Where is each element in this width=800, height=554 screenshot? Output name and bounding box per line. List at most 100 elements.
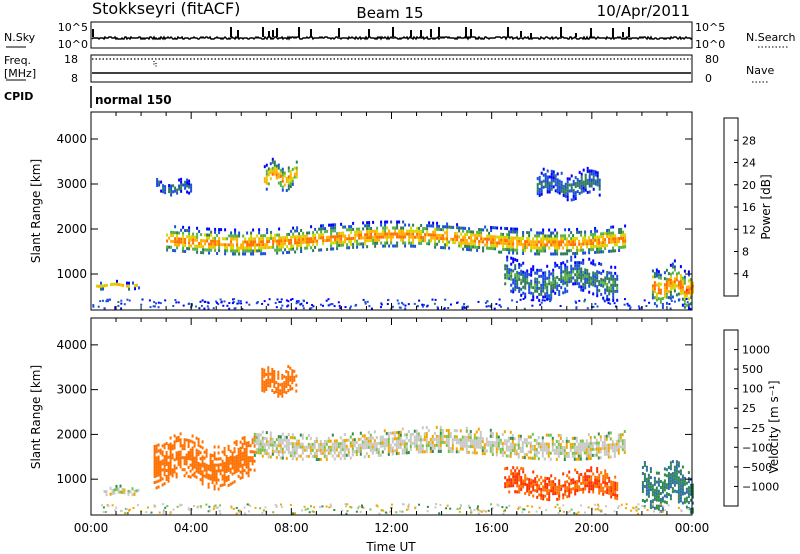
echo-cell: [541, 445, 544, 449]
echo-cell: [527, 441, 530, 445]
echo-cell: [281, 447, 284, 451]
echo-cell: [243, 451, 246, 455]
echo-cell: [283, 444, 286, 448]
echo-cell: [530, 273, 533, 277]
noise-cell: [302, 304, 305, 307]
echo-cell: [586, 169, 589, 173]
noise-cell: [200, 304, 203, 307]
echo-cell: [153, 460, 156, 463]
noise-cell: [235, 512, 238, 515]
echo-cell: [198, 242, 201, 245]
echo-cell: [246, 246, 249, 250]
echo-cell: [518, 271, 521, 275]
echo-cell: [564, 243, 567, 247]
echo-cell: [413, 444, 416, 448]
echo-cell: [297, 445, 300, 449]
noise-cell: [460, 505, 462, 508]
echo-cell: [558, 497, 561, 501]
echo-cell: [612, 286, 615, 290]
echo-cell: [269, 443, 272, 447]
echo-cell: [406, 232, 409, 236]
echo-cell: [367, 454, 370, 458]
echo-cell: [612, 246, 615, 250]
echo-cell: [578, 239, 581, 243]
echo-cell: [542, 277, 545, 281]
echo-cell: [588, 272, 591, 276]
echo-cell: [518, 274, 521, 278]
echo-cell: [229, 449, 232, 453]
echo-cell: [382, 229, 385, 233]
echo-cell: [550, 489, 553, 493]
echo-cell: [157, 464, 160, 468]
echo-cell: [233, 459, 236, 463]
echo-cell: [623, 445, 626, 448]
noise-cell: [653, 510, 655, 513]
echo-cell: [600, 250, 603, 254]
echo-cell: [554, 252, 557, 256]
echo-cell: [504, 476, 507, 480]
echo-cell: [430, 239, 433, 243]
echo-cell: [673, 268, 676, 272]
echo-cell: [179, 462, 182, 466]
echo-cell: [542, 228, 545, 232]
echo-cell: [618, 237, 621, 240]
echo-cell: [245, 456, 248, 460]
noise-cell: [597, 507, 599, 510]
echo-cell: [335, 454, 338, 458]
echo-cell: [540, 487, 543, 491]
echo-cell: [540, 249, 543, 253]
echo-cell: [616, 298, 619, 302]
echo-cell: [177, 435, 180, 439]
echo-cell: [552, 492, 555, 496]
echo-cell: [171, 474, 174, 478]
echo-cell: [369, 433, 372, 437]
echo-cell: [484, 243, 487, 247]
echo-cell: [554, 174, 557, 178]
noise-cell: [217, 303, 220, 306]
noise-cell: [549, 300, 552, 303]
echo-cell: [681, 477, 684, 481]
echo-cell: [386, 238, 389, 242]
echo-cell: [320, 230, 323, 234]
echo-cell: [425, 435, 428, 439]
echo-cell: [393, 434, 396, 438]
echo-cell: [206, 239, 209, 243]
echo-cell: [606, 491, 609, 495]
noise-cell: [193, 505, 195, 507]
echo-cell: [237, 465, 240, 469]
echo-cell: [180, 180, 183, 184]
echo-cell: [536, 192, 539, 196]
echo-cell: [361, 434, 364, 438]
echo-cell: [184, 180, 187, 184]
echo-cell: [358, 230, 361, 234]
echo-cell: [259, 445, 262, 449]
echo-cell: [506, 270, 509, 274]
noise-cell: [235, 506, 238, 509]
echo-cell: [201, 446, 204, 450]
echo-cell: [600, 244, 603, 248]
echo-cell: [511, 443, 514, 446]
colorbar-tick-label: −25: [742, 422, 765, 435]
echo-cell: [512, 245, 515, 249]
echo-cell: [349, 456, 352, 460]
echo-cell: [552, 271, 555, 275]
echo-cell: [524, 280, 527, 284]
noise-cell: [102, 299, 104, 302]
echo-cell: [679, 277, 682, 281]
echo-cell: [230, 246, 233, 250]
echo-cell: [408, 235, 411, 239]
echo-cell: [395, 440, 398, 444]
echo-cell: [209, 474, 212, 478]
echo-cell: [653, 290, 656, 294]
echo-cell: [278, 245, 281, 249]
echo-cell: [661, 303, 664, 306]
echo-cell: [532, 298, 535, 302]
echo-cell: [582, 481, 585, 485]
echo-cell: [242, 240, 245, 244]
echo-cell: [371, 442, 374, 446]
echo-cell: [289, 436, 292, 440]
noise-cell: [280, 307, 283, 310]
echo-cell: [512, 290, 515, 294]
echo-cell: [564, 281, 567, 285]
echo-cell: [522, 482, 525, 486]
